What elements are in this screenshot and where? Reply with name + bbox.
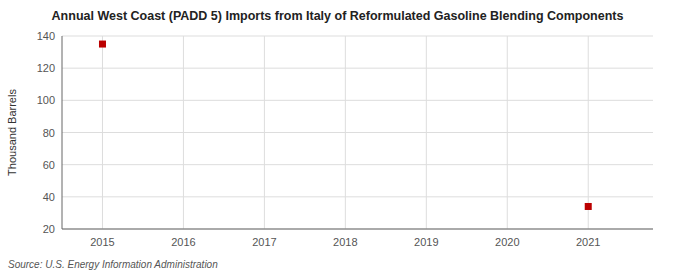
grid-line (62, 132, 653, 133)
tick-label: 2020 (495, 236, 519, 248)
grid-line (345, 36, 346, 229)
tick-label: 2016 (171, 236, 195, 248)
tick-label: 2015 (90, 236, 114, 248)
tick-label: 60 (43, 159, 55, 171)
source: Source: U.S. Energy Information Administ… (8, 259, 218, 270)
axes: 20 40 60 80 100 120 140 2015 2016 2017 2018 2019 202… (37, 30, 653, 248)
tick-label: 40 (43, 191, 55, 203)
grid-line (62, 100, 653, 101)
point (99, 41, 106, 48)
point (585, 203, 592, 210)
tick-label: 80 (43, 127, 55, 139)
points (99, 41, 592, 210)
tick-label: 120 (37, 62, 55, 74)
grid-line (183, 36, 184, 229)
grid-line (507, 36, 508, 229)
grid-line (264, 36, 265, 229)
page: {"chart_data": {"type": "scatter", "titl… (0, 0, 675, 275)
tick-label: 100 (37, 94, 55, 106)
grid-line (62, 36, 653, 37)
tick-label: 140 (37, 30, 55, 42)
grid-line (62, 229, 653, 230)
grid-line (102, 36, 103, 229)
grid-line (62, 68, 653, 69)
tick-label: 2017 (252, 236, 276, 248)
x-axis-line (62, 229, 653, 230)
grid-line (62, 196, 653, 197)
chart: 20 40 60 80 100 120 140 2015 2016 2017 2018 2019 202… (0, 0, 675, 275)
tick-label: 2021 (576, 236, 600, 248)
grid-line (62, 164, 653, 165)
grid-line (588, 36, 589, 229)
y-axis-label: Thousand Barrels (6, 89, 18, 176)
tick-label: 2018 (333, 236, 357, 248)
grid-line (426, 36, 427, 229)
y-axis-line (62, 36, 63, 229)
tick-label: 20 (43, 223, 55, 235)
title: Annual West Coast (PADD 5) Imports from … (52, 9, 624, 23)
grid (62, 36, 653, 229)
tick-label: 2019 (414, 236, 438, 248)
